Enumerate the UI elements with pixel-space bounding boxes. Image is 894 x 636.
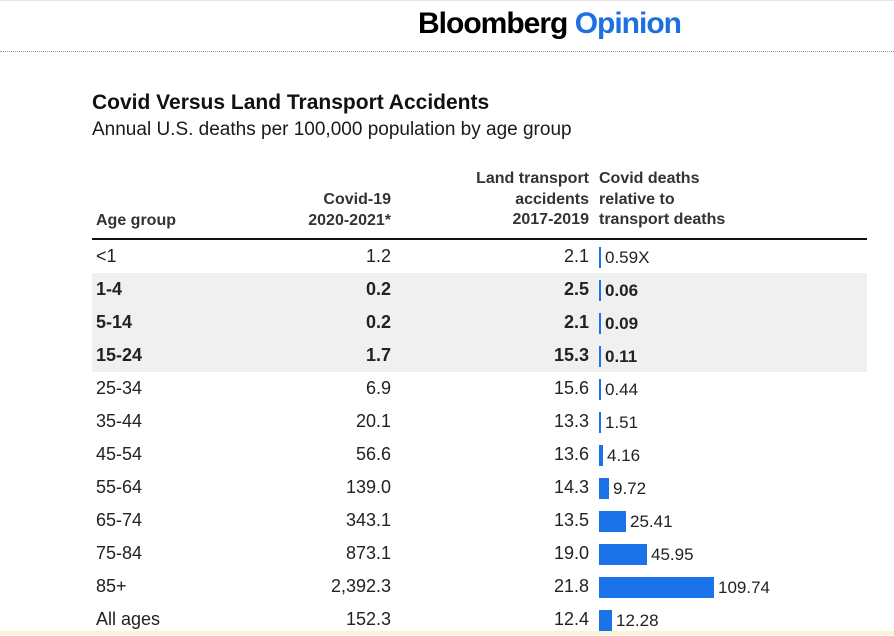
table-row: 5-14 0.2 2.1 0.09 bbox=[92, 306, 867, 339]
age-group-cell: All ages bbox=[96, 609, 161, 629]
top-header-bar: Bloomberg Opinion bbox=[0, 0, 894, 52]
covid-value-cell: 2,392.3 bbox=[330, 576, 391, 596]
land-transport-value-cell: 2.5 bbox=[563, 279, 589, 299]
age-group-cell: 85+ bbox=[96, 576, 127, 596]
covid-value-cell: 0.2 bbox=[365, 312, 391, 332]
table-row: 35-44 20.1 13.3 1.51 bbox=[92, 405, 867, 438]
land-transport-value-cell: 14.3 bbox=[553, 477, 589, 497]
chart-title: Covid Versus Land Transport Accidents bbox=[92, 91, 490, 114]
covid-value-cell: 6.9 bbox=[365, 378, 391, 398]
ratio-label: 0.11 bbox=[605, 347, 638, 366]
chart-subtitle: Annual U.S. deaths per 100,000 populatio… bbox=[92, 119, 572, 140]
covid-value-cell: 20.1 bbox=[355, 411, 391, 431]
land-transport-value-cell: 13.6 bbox=[553, 444, 589, 464]
covid-value-cell: 873.1 bbox=[345, 543, 391, 563]
land-transport-value-cell: 13.3 bbox=[553, 411, 589, 431]
age-group-cell: 75-84 bbox=[96, 543, 143, 563]
ratio-label: 0.06 bbox=[605, 281, 639, 300]
ratio-label: 45.95 bbox=[651, 545, 694, 564]
ratio-label: 109.74 bbox=[718, 578, 770, 597]
top-border bbox=[0, 0, 894, 2]
brand-primary: Bloomberg bbox=[418, 7, 568, 40]
ratio-bar bbox=[599, 313, 601, 334]
table-row: 65-74 343.1 13.5 25.41 bbox=[92, 504, 867, 537]
ratio-label: 0.59X bbox=[605, 248, 650, 267]
ratio-bar bbox=[599, 280, 601, 301]
land-transport-value-cell: 2.1 bbox=[563, 312, 589, 332]
ratio-bar bbox=[599, 379, 601, 400]
header-line: accidents bbox=[515, 190, 589, 208]
table-row: 25-34 6.9 15.6 0.44 bbox=[92, 372, 867, 405]
header-rule bbox=[92, 238, 867, 240]
ratio-bar bbox=[599, 478, 609, 499]
age-group-cell: 25-34 bbox=[96, 378, 143, 398]
ratio-label: 0.44 bbox=[605, 380, 639, 399]
covid-value-cell: 139.0 bbox=[345, 477, 391, 497]
header-line: Covid-19 bbox=[323, 191, 391, 208]
column-header-ratio: Covid deaths relative to transport death… bbox=[599, 169, 725, 231]
table-row: 15-24 1.7 15.3 0.11 bbox=[92, 339, 867, 372]
age-group-cell: 45-54 bbox=[96, 444, 143, 464]
column-header-age: Age group bbox=[96, 211, 176, 232]
brand-logo[interactable]: Bloomberg Opinion bbox=[418, 7, 682, 41]
header-line: Covid deaths bbox=[599, 170, 700, 187]
table-row: All ages 152.3 12.4 12.28 bbox=[92, 603, 867, 636]
highlight-band bbox=[92, 273, 867, 372]
column-header-covid: Covid-19 2020-2021* bbox=[250, 190, 391, 231]
ratio-label: 4.16 bbox=[607, 446, 641, 465]
covid-value-cell: 152.3 bbox=[345, 609, 391, 629]
header-line: 2017-2019 bbox=[512, 211, 589, 228]
ratio-bar bbox=[599, 511, 626, 532]
bottom-strip bbox=[0, 631, 894, 635]
header-line: Land transport bbox=[476, 170, 589, 187]
covid-value-cell: 56.6 bbox=[355, 444, 391, 464]
ratio-label: 25.41 bbox=[630, 512, 673, 531]
ratio-bar bbox=[599, 412, 601, 433]
age-group-cell: 1-4 bbox=[96, 279, 123, 299]
land-transport-value-cell: 13.5 bbox=[553, 510, 589, 530]
ratio-label: 9.72 bbox=[613, 479, 647, 498]
covid-value-cell: 343.1 bbox=[345, 510, 391, 530]
header-line: transport deaths bbox=[599, 211, 726, 228]
covid-value-cell: 0.2 bbox=[365, 279, 391, 299]
column-header-land-transport: Land transport accidents 2017-2019 bbox=[420, 169, 589, 231]
land-transport-value-cell: 15.6 bbox=[553, 378, 589, 398]
land-transport-value-cell: 19.0 bbox=[553, 543, 589, 563]
table-row: 55-64 139.0 14.3 9.72 bbox=[92, 471, 867, 504]
table-row: 1-4 0.2 2.5 0.06 bbox=[92, 273, 867, 306]
ratio-bar bbox=[599, 445, 603, 466]
covid-value-cell: 1.7 bbox=[365, 345, 391, 365]
ratio-bar bbox=[599, 610, 612, 631]
age-group-cell: 15-24 bbox=[96, 345, 143, 365]
table-row: <1 1.2 2.1 0.59X bbox=[92, 240, 867, 273]
ratio-bar bbox=[599, 544, 647, 565]
age-group-cell: 5-14 bbox=[96, 312, 133, 332]
land-transport-value-cell: 21.8 bbox=[553, 576, 589, 596]
age-group-cell: 65-74 bbox=[96, 510, 143, 530]
header-line: Age group bbox=[96, 212, 176, 229]
ratio-bar bbox=[599, 247, 601, 268]
age-group-cell: <1 bbox=[96, 246, 117, 266]
table-row: 85+ 2,392.3 21.8 109.74 bbox=[92, 570, 867, 603]
ratio-bar bbox=[599, 577, 714, 598]
covid-value-cell: 1.2 bbox=[365, 246, 391, 266]
land-transport-value-cell: 12.4 bbox=[553, 609, 589, 629]
table-row: 45-54 56.6 13.6 4.16 bbox=[92, 438, 867, 471]
header-line: relative to bbox=[599, 190, 675, 208]
header-line: 2020-2021* bbox=[308, 211, 391, 229]
brand-secondary: Opinion bbox=[574, 7, 682, 40]
ratio-bar bbox=[599, 346, 601, 367]
table-body: <1 1.2 2.1 0.59X 1-4 0.2 2.5 0.06 5-14 0.2 2.1 0.09… bbox=[92, 240, 867, 636]
ratio-label: 0.09 bbox=[605, 314, 639, 333]
table-row: 75-84 873.1 19.0 45.95 bbox=[92, 537, 867, 570]
age-group-cell: 35-44 bbox=[96, 411, 143, 431]
age-group-cell: 55-64 bbox=[96, 477, 143, 497]
land-transport-value-cell: 15.3 bbox=[553, 345, 589, 365]
ratio-label: 1.51 bbox=[605, 413, 639, 432]
ratio-label: 12.28 bbox=[616, 611, 659, 630]
land-transport-value-cell: 2.1 bbox=[563, 246, 589, 266]
